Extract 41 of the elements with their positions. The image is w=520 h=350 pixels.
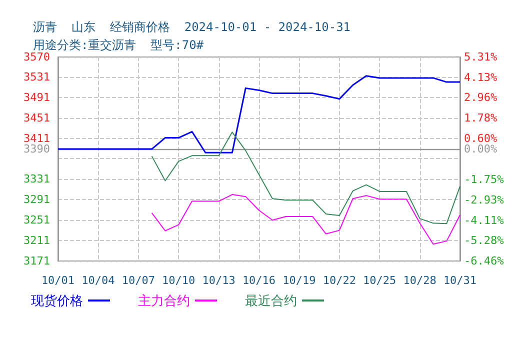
legend-label: 最近合约: [245, 293, 297, 308]
y2-tick-label: -2.93%: [464, 193, 504, 206]
x-tick-label: 10/31: [443, 274, 477, 287]
y-tick-label: 3390: [24, 142, 50, 156]
x-tick-label: 10/19: [282, 274, 316, 287]
y-tick-label: 3531: [24, 70, 50, 84]
x-tick-label: 10/01: [41, 274, 75, 287]
x-tick-label: 10/13: [202, 274, 236, 287]
legend-label: 主力合约: [138, 293, 190, 308]
y2-tick-label: 5.31%: [464, 50, 498, 64]
y2-tick-label: -4.11%: [464, 214, 504, 227]
legend-label: 现货价格: [31, 293, 83, 308]
y-tick-label: 3211: [24, 234, 50, 248]
x-tick-label: 10/16: [242, 274, 276, 287]
y2-tick-label: 0.00%: [464, 142, 498, 156]
x-tick-label: 10/10: [162, 274, 196, 287]
x-tick-label: 10/28: [403, 274, 436, 287]
line-series: [151, 194, 460, 245]
y-tick-label: 3411: [24, 132, 50, 145]
y-tick-label: 3570: [24, 50, 50, 64]
x-tick-label: 10/07: [122, 274, 155, 287]
y-tick-label: 3291: [24, 193, 50, 206]
y-tick-label: 3491: [24, 90, 50, 104]
y-tick-label: 3451: [24, 111, 50, 124]
y-tick-label: 3251: [24, 214, 50, 227]
y2-tick-label: -1.75%: [464, 172, 504, 186]
y-tick-label: 3331: [24, 172, 50, 186]
line-series: [57, 75, 461, 154]
y2-tick-label: 2.96%: [464, 91, 498, 104]
y2-tick-label: 1.78%: [464, 112, 498, 125]
y2-tick-label: 0.60%: [464, 132, 498, 146]
y2-tick-label: 4.13%: [464, 70, 498, 84]
x-tick-label: 10/04: [82, 274, 116, 287]
x-tick-label: 10/25: [363, 274, 396, 287]
chart-title: 沥青 山东 经销商价格 2024-10-01 - 2024-10-31: [33, 20, 351, 34]
y-tick-label: 3171: [24, 254, 50, 268]
line-series: [151, 132, 460, 224]
x-tick-label: 10/22: [322, 274, 356, 287]
y2-tick-label: -5.28%: [464, 234, 504, 248]
y2-tick-label: -6.46%: [464, 254, 504, 268]
chart-subtitle: 用途分类:重交沥青 型号:70#: [33, 38, 204, 52]
